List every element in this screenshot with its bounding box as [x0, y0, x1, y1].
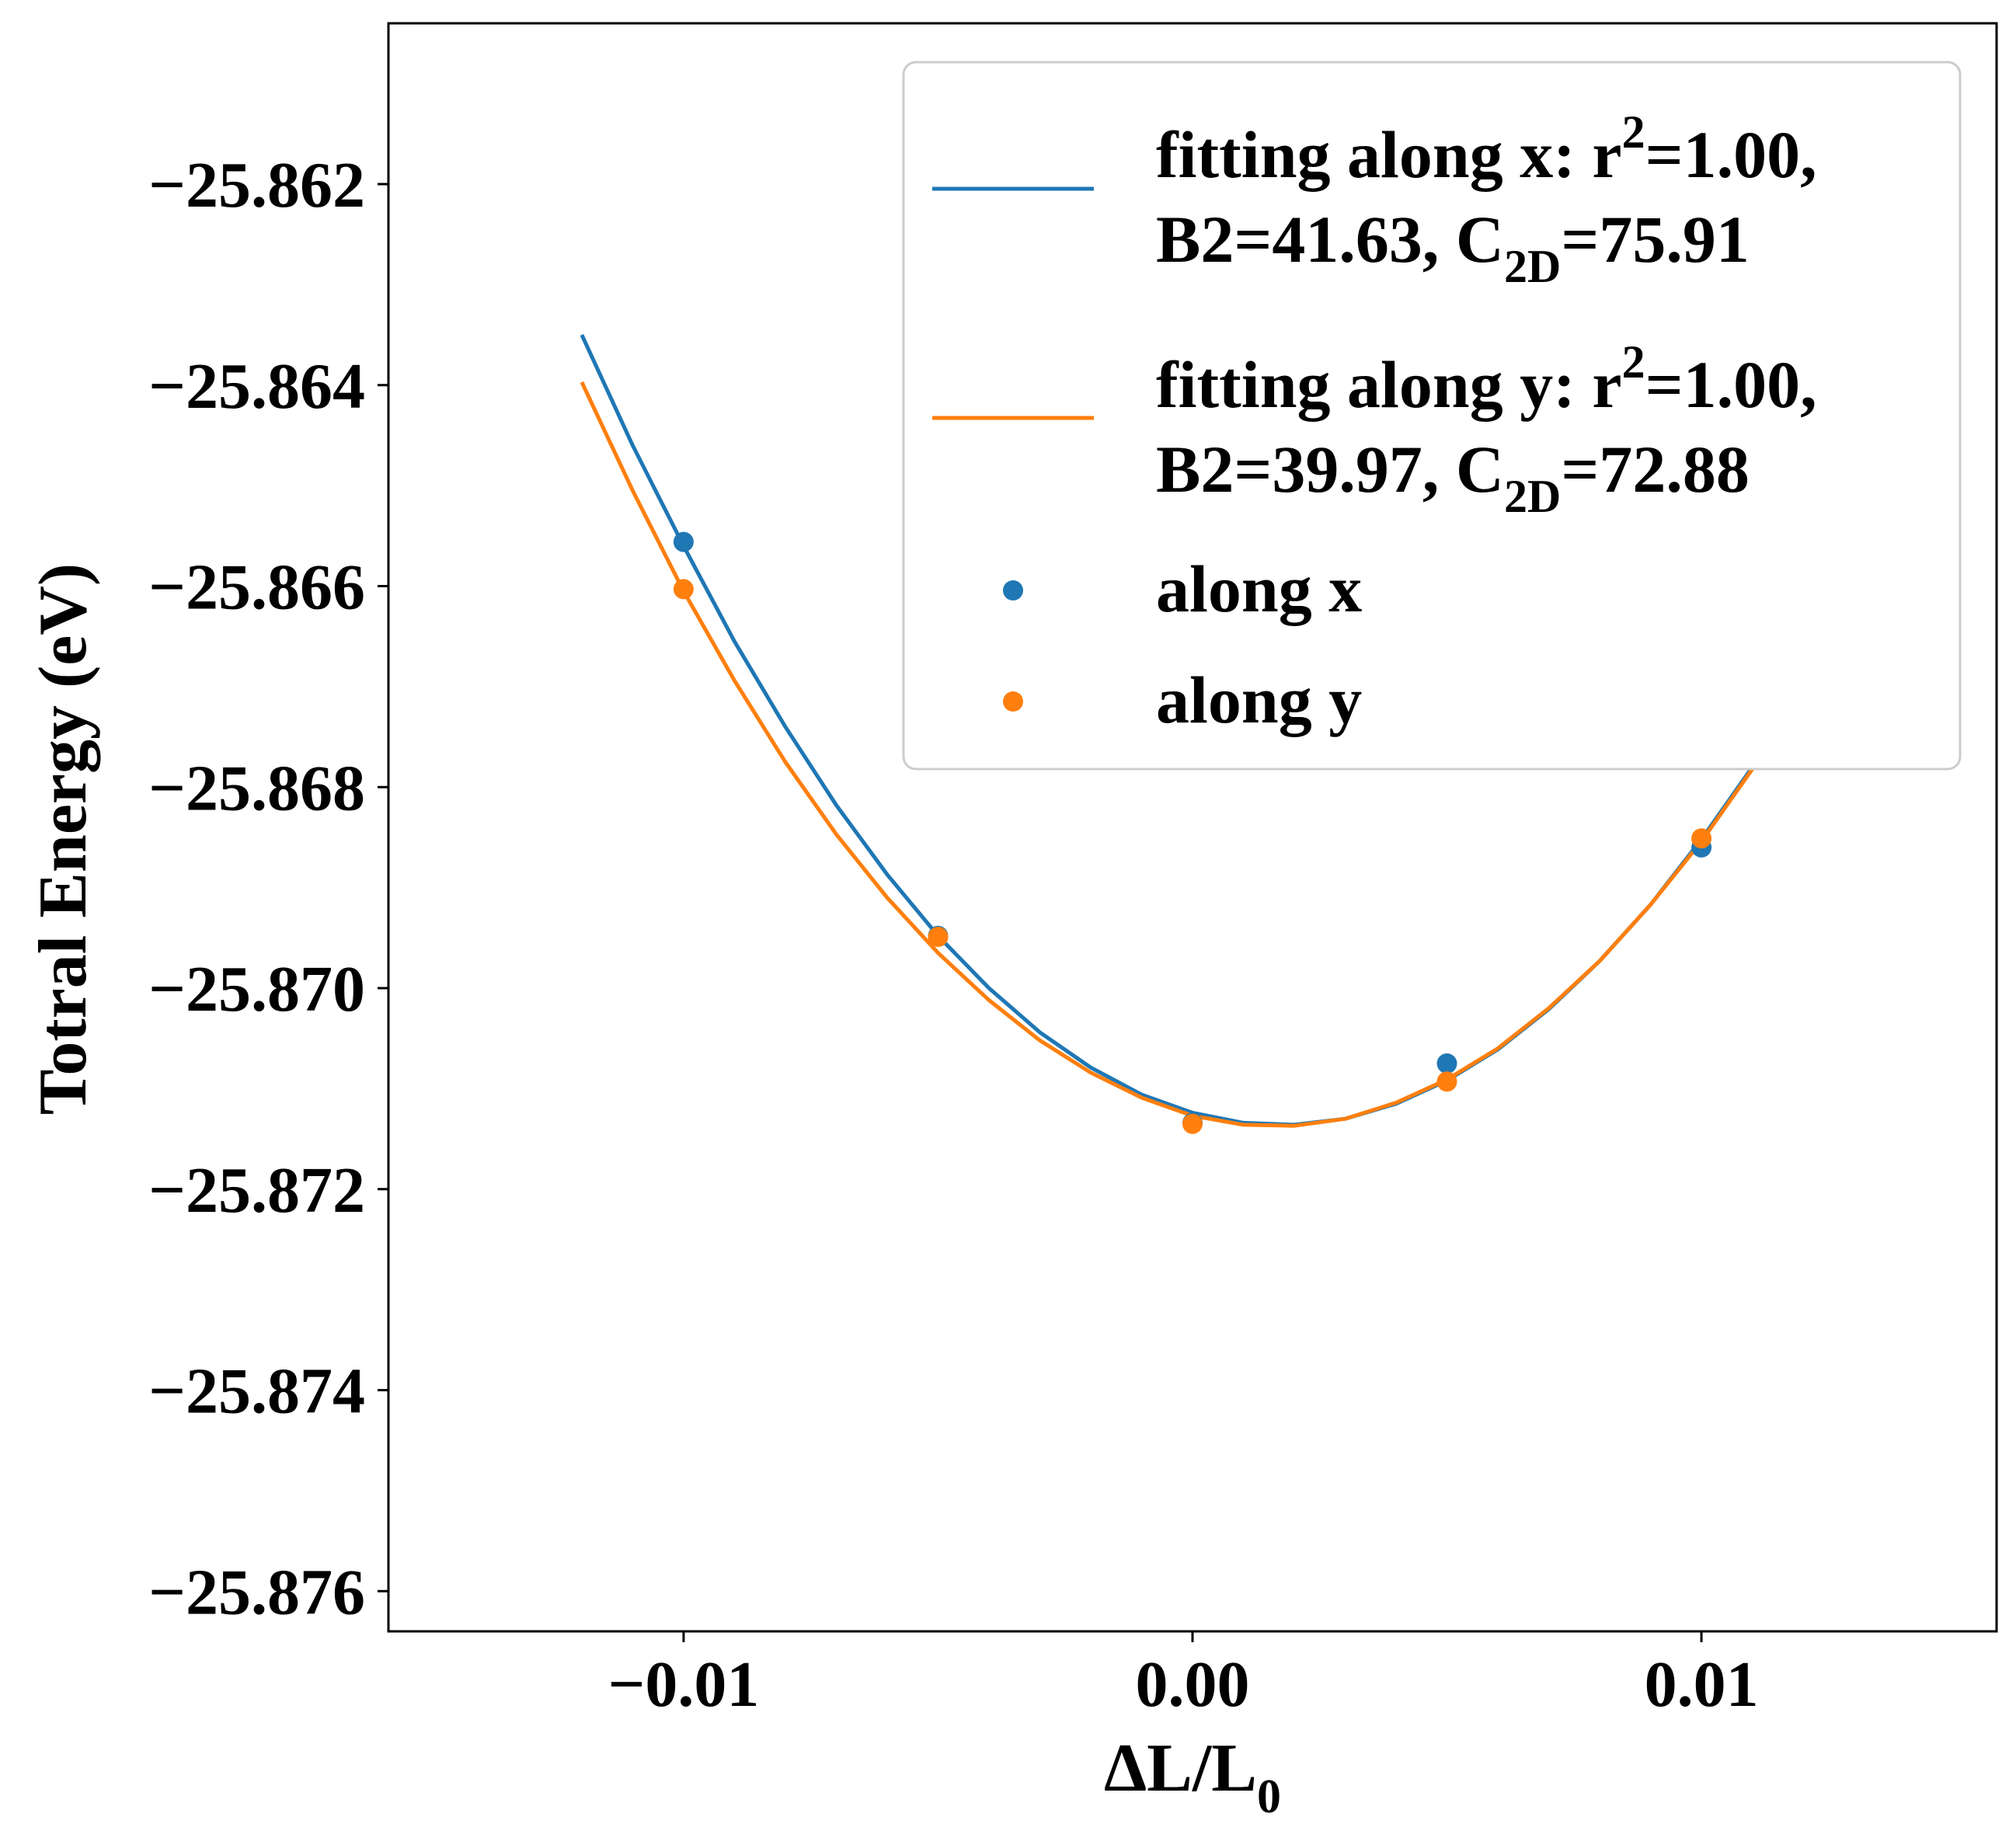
- y-tick-label: −25.872: [148, 1154, 365, 1227]
- legend-label-fit-x-line2: B2=41.63, C2D=75.91: [1156, 202, 1750, 292]
- plot-frame: [387, 22, 1998, 1633]
- y-tick-label: −25.866: [148, 552, 365, 624]
- legend-label-fit-x-line1: fitting along x: r2=1.00,: [1156, 106, 1817, 192]
- legend-frame: [902, 61, 1962, 771]
- y-tick-label: −25.870: [148, 953, 365, 1025]
- legend-label-fit-y-sub: 2D: [1504, 471, 1561, 522]
- legend-label-fit-y-sup: 2: [1622, 336, 1645, 388]
- data-point-along-y: [673, 579, 694, 600]
- x-tick-label: 0.01: [1645, 1648, 1759, 1721]
- x-axis-label: ΔL/L0: [1104, 1731, 1281, 1823]
- legend-label-fit-y-line2: B2=39.97, C2D=72.88: [1156, 432, 1750, 522]
- legend-label-along-y: along y: [1156, 663, 1362, 737]
- legend: fitting along x: r2=1.00, B2=41.63, C2D=…: [902, 61, 1962, 771]
- y-tick-label: −25.862: [148, 149, 365, 221]
- y-tick-label: −25.864: [148, 350, 365, 423]
- legend-label-fit-x-sup: 2: [1622, 106, 1645, 158]
- x-tick-label: 0.00: [1136, 1648, 1250, 1721]
- x-axis-label-subscript: 0: [1257, 1770, 1281, 1823]
- data-point-along-y: [1182, 1113, 1203, 1134]
- legend-label-fit-y-line1: fitting along y: r2=1.00,: [1156, 336, 1817, 422]
- legend-marker-along-y: [1003, 691, 1023, 712]
- y-tick-label: −25.876: [148, 1556, 365, 1628]
- data-point-along-y: [928, 927, 949, 947]
- data-point-along-y: [1691, 828, 1712, 849]
- plot-area: [580, 334, 1754, 1134]
- legend-marker-along-x: [1003, 580, 1023, 600]
- y-tick-label: −25.868: [148, 752, 365, 824]
- y-axis-label: Totral Energy (eV): [26, 563, 101, 1115]
- data-point-along-y: [1436, 1071, 1457, 1092]
- legend-label-along-x: along x: [1156, 552, 1362, 626]
- axis-ticks: −0.01 0.00 0.01 −25.862 −25.864 −25.866 −25.86…: [148, 149, 1758, 1721]
- legend-label-fit-x-sub: 2D: [1504, 241, 1561, 292]
- data-point-along-x: [1436, 1053, 1457, 1074]
- y-tick-label: −25.874: [148, 1356, 365, 1428]
- data-point-along-x: [673, 531, 694, 552]
- fit-line-y: [580, 381, 1754, 1128]
- x-tick-label: −0.01: [608, 1648, 759, 1721]
